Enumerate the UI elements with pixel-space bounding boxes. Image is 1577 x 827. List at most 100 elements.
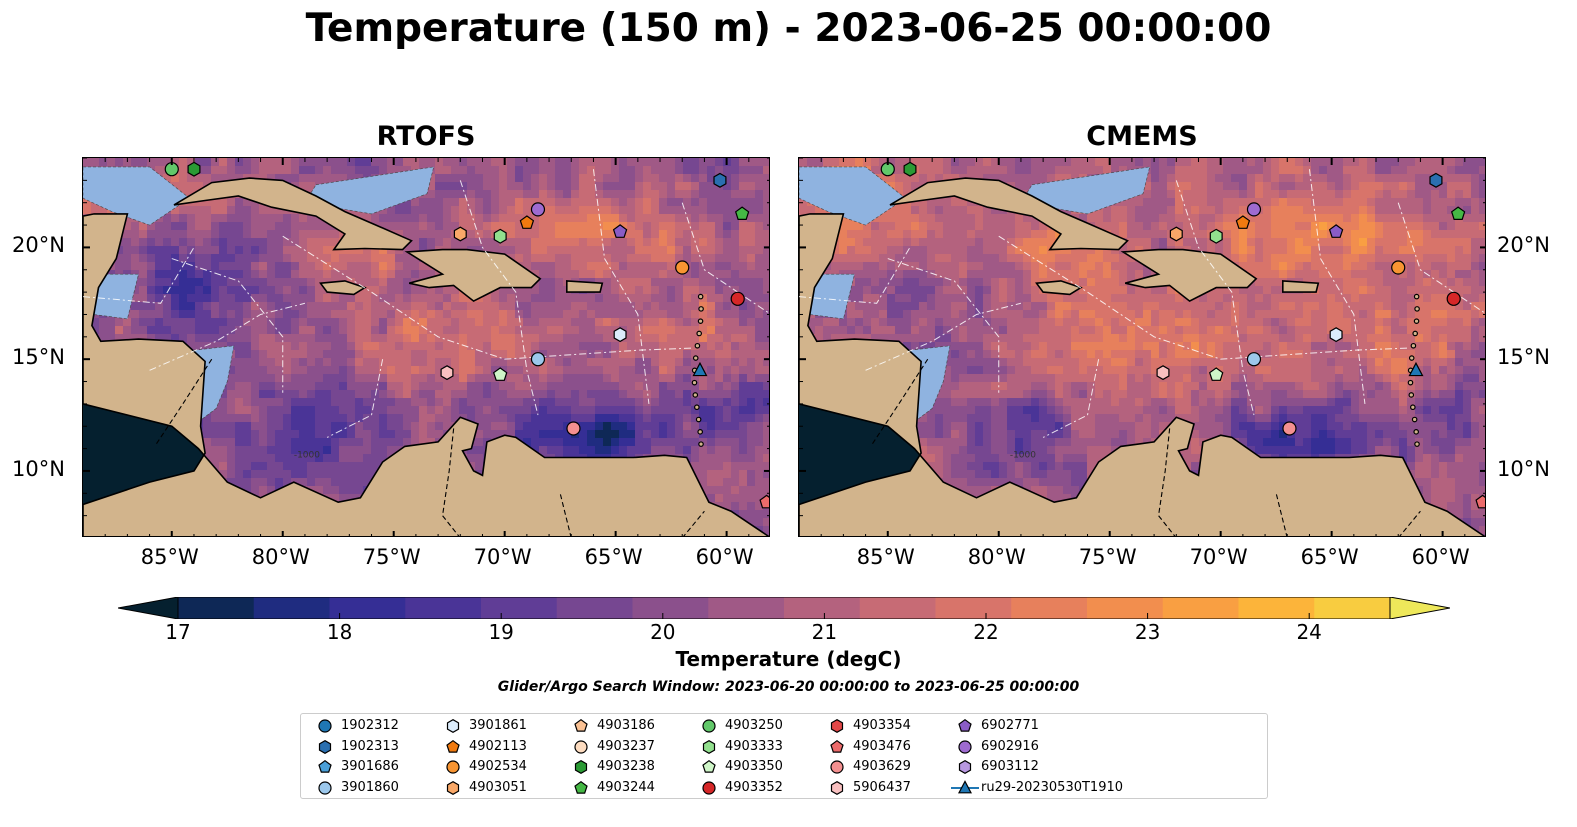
legend-label: 5906437 [853, 779, 911, 795]
land-hispaniola [1120, 248, 1258, 303]
colorbar-tick-label: 20 [650, 620, 676, 644]
float-4903051 [1169, 226, 1183, 242]
island [1407, 379, 1414, 386]
lon-tick-label: 80°W [967, 545, 1026, 569]
float-4903629 [1282, 421, 1297, 436]
search-window-text: Glider/Argo Search Window: 2023-06-20 00… [497, 679, 1080, 695]
contour-label: -1000 [1010, 451, 1036, 461]
island [1408, 355, 1415, 361]
legend-marker-icon [318, 719, 332, 733]
eez-boundary [1175, 180, 1255, 416]
colorbar-segment [859, 597, 936, 619]
legend-label: ru29-20230530T1910 [981, 779, 1124, 795]
legend-label: 3901861 [469, 718, 527, 733]
panel-title-rtofs: RTOFS [376, 121, 476, 152]
colorbar-segment [1087, 597, 1164, 619]
float-4903244 [1450, 206, 1466, 221]
island [694, 342, 701, 349]
eez-boundary [1308, 169, 1366, 404]
legend-marker-icon [446, 780, 460, 795]
legend-label: 3901860 [341, 779, 399, 795]
float-4903333 [493, 228, 507, 244]
colorbar-segment [178, 597, 255, 619]
island [1408, 392, 1415, 398]
land-cuba [173, 177, 413, 251]
map-cmems[interactable]: -1000 [798, 157, 1486, 537]
colorbar-tick-label: 21 [811, 620, 838, 644]
colorbar-segment [708, 597, 785, 619]
legend-label: 1902312 [341, 718, 399, 733]
colorbar-segment [405, 597, 482, 619]
colorbar-segment [556, 597, 633, 619]
lon-tick-label: 65°W [584, 545, 643, 569]
country-border [871, 358, 929, 445]
land-southamerica [799, 213, 1485, 536]
legend-marker-icon [446, 760, 460, 774]
eez-boundary [865, 302, 1022, 371]
legend-marker-icon [951, 779, 979, 793]
legend-label: 4902113 [469, 738, 527, 754]
panel-title-cmems: CMEMS [1086, 121, 1198, 152]
float-3901860 [1246, 352, 1262, 367]
legend-marker-icon [318, 780, 332, 795]
island [1414, 441, 1420, 447]
legend-marker-icon [702, 719, 716, 733]
eez-boundary [459, 180, 539, 416]
float-6902916 [530, 202, 546, 217]
colorbar-label: Temperature (degC) [675, 647, 902, 671]
legend-marker-icon [830, 760, 844, 774]
float-4903238 [187, 161, 201, 177]
legend-marker-icon [830, 739, 844, 753]
country-border [1399, 510, 1421, 536]
lon-tick-label: 85°W [140, 545, 199, 569]
float-1902313 [713, 172, 727, 188]
float-4903629 [566, 421, 581, 436]
legend-marker-icon [702, 759, 716, 773]
float-4902113 [519, 215, 535, 229]
colorbar-tick-label: 24 [1296, 620, 1322, 644]
island [1410, 404, 1416, 411]
colorbar-segment [935, 597, 1012, 619]
colorbar-tick-label: 22 [973, 620, 999, 644]
legend-label: 4903244 [597, 779, 655, 795]
colorbar-segment [329, 597, 406, 619]
lat-tick-label: 15°N [12, 345, 65, 370]
legend-label: 6903112 [981, 759, 1039, 774]
colorbar-segment [632, 597, 709, 619]
legend-label: 4903051 [469, 779, 527, 795]
legend-marker-icon [318, 759, 332, 773]
colorbar-segment [1011, 597, 1088, 619]
map-rtofs[interactable]: -1000 [82, 157, 770, 537]
lon-tick-label: 65°W [1300, 545, 1359, 569]
legend-marker-icon [958, 760, 972, 774]
float-4903333 [1209, 228, 1223, 244]
legend-label: 4903186 [597, 718, 655, 733]
lon-tick-label: 85°W [856, 545, 915, 569]
figure-title: Temperature (150 m) - 2023-06-25 00:00:0… [305, 6, 1272, 51]
lat-tick-label: 10°N [12, 456, 65, 481]
island [696, 330, 702, 337]
float-3901861 [613, 327, 627, 343]
legend: 1902312 1902313 3901686 3901860 3901861 49021… [300, 713, 1268, 799]
float-ru29-20230530T1910 [1408, 361, 1424, 377]
legend-marker-icon [446, 739, 460, 753]
frame-ticks [799, 158, 1485, 536]
float-4903350 [1208, 367, 1224, 381]
island [692, 355, 699, 361]
island [1412, 330, 1418, 337]
land-jamaica [319, 280, 367, 296]
lat-tick-label: 20°N [1497, 233, 1550, 258]
float-6902771 [612, 224, 628, 238]
lon-tick-label: 70°W [1189, 545, 1248, 569]
float-4903051 [453, 226, 467, 242]
island [698, 441, 704, 447]
float-4903352 [730, 291, 745, 306]
legend-label: 6902771 [981, 718, 1039, 733]
island [695, 416, 702, 423]
float-4903350 [492, 367, 508, 381]
colorbar-tick-label: 23 [1134, 620, 1161, 644]
legend-marker-icon [318, 739, 332, 754]
colorbar-extend-low [117, 596, 179, 620]
island [697, 293, 704, 300]
lon-tick-label: 75°W [1078, 545, 1137, 569]
